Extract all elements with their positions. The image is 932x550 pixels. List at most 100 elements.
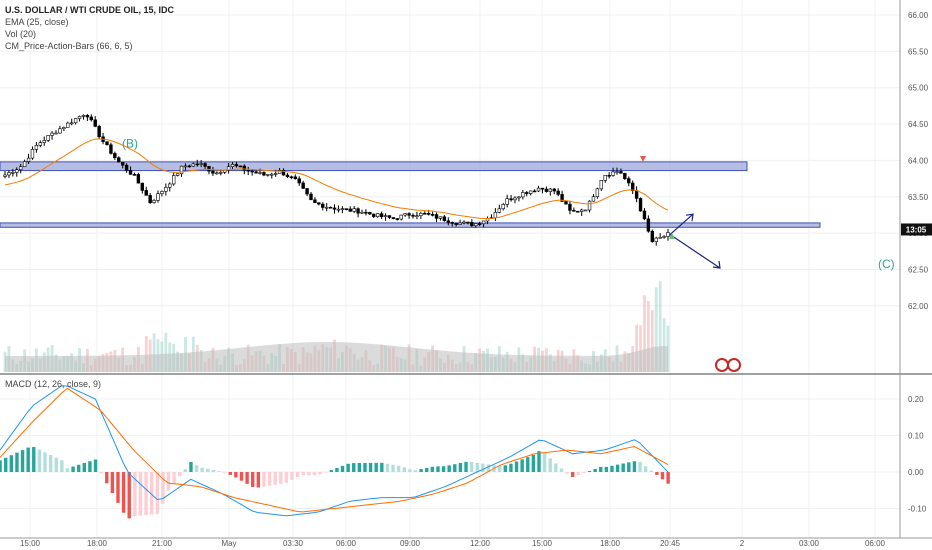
candle-body [654, 237, 658, 242]
candle-body [368, 212, 372, 215]
volume-bar [164, 332, 168, 372]
y-tick-label-1: 65.50 [908, 47, 929, 56]
macd-histogram-bar [105, 472, 109, 484]
candle-body [128, 170, 133, 175]
candle-body [54, 132, 58, 135]
candle [289, 175, 294, 180]
candle-body [324, 206, 329, 209]
candle [62, 126, 66, 132]
macd-histogram-bar [323, 472, 328, 473]
macd-histogram-bar [458, 463, 463, 472]
candle [387, 215, 392, 220]
candle [497, 204, 502, 214]
candle [73, 118, 78, 125]
macd-histogram-bar [340, 465, 345, 472]
macd-histogram-bar [138, 472, 143, 516]
volume-bar [662, 318, 666, 372]
candle-body [383, 215, 388, 217]
candle-body [525, 192, 529, 194]
candle-body [183, 165, 188, 168]
candle [528, 190, 533, 196]
macd-histogram-bar [419, 469, 423, 472]
macd-histogram-bar [481, 463, 485, 472]
candle-body [273, 173, 278, 175]
macd-histogram-bar [4, 457, 8, 472]
candle [81, 114, 86, 120]
macd-histogram-bar [464, 461, 468, 472]
candle [168, 182, 172, 192]
symbol-title: U.S. DOLLAR / WTI CRUDE OIL, 15, IDC [5, 5, 175, 15]
candle-body [517, 196, 521, 199]
candle [548, 187, 553, 196]
candle [97, 124, 101, 139]
macd-histogram-bar [279, 472, 283, 484]
candle [654, 236, 658, 246]
candle-body [297, 178, 301, 184]
candle-body [160, 191, 164, 194]
candle [407, 212, 411, 219]
macd-histogram-bar [127, 472, 131, 519]
candle-body [77, 116, 82, 119]
candle-body [595, 188, 600, 197]
macd-histogram-bar [391, 464, 395, 472]
macd-histogram-bar [346, 463, 350, 472]
candle-body [332, 207, 337, 210]
candle [324, 203, 329, 212]
candle [642, 208, 647, 221]
candle-body [222, 170, 227, 173]
candle [525, 190, 529, 197]
candle [332, 204, 337, 214]
volume-bar [658, 281, 662, 372]
candle-body [544, 188, 549, 192]
candle [46, 135, 50, 143]
candle [379, 211, 384, 220]
macd-histogram-bar [368, 462, 373, 472]
candle-body [615, 171, 619, 173]
macd-histogram-bar [363, 462, 367, 472]
candle-body [195, 163, 199, 166]
candle-body [372, 213, 376, 217]
candle-body [238, 165, 243, 168]
volume-bar [639, 325, 642, 372]
candle [540, 187, 545, 194]
indicator-price-action-bars: CM_Price-Action-Bars (66, 6, 5) [5, 41, 133, 51]
candle-body [662, 236, 666, 238]
candle-body [219, 171, 223, 174]
macd-histogram-bar [570, 472, 575, 478]
macd-histogram-bar [380, 462, 384, 472]
candle [662, 235, 666, 239]
macd-histogram-bar [425, 467, 429, 472]
macd-histogram-bar [245, 472, 249, 484]
candle [411, 213, 415, 219]
candle [160, 190, 164, 197]
candle-body [66, 122, 70, 128]
candle-body [430, 214, 435, 216]
candle [58, 125, 62, 134]
candle-body [42, 140, 46, 143]
macd-histogram-bar [54, 457, 58, 472]
macd-histogram-bar [37, 449, 42, 472]
macd-histogram-bar [9, 455, 14, 472]
macd-histogram-bar [537, 451, 541, 472]
macd-histogram-bar [615, 464, 620, 472]
candle-body [642, 210, 647, 220]
macd-histogram-bar [436, 466, 440, 472]
candle-body [105, 141, 109, 146]
candle-body [611, 171, 615, 176]
candle [3, 171, 7, 179]
candle-body [556, 190, 560, 195]
candle [603, 174, 607, 183]
candle [109, 142, 113, 155]
candle-body [364, 211, 368, 214]
candle-body [328, 206, 333, 209]
macd-histogram-bar [206, 468, 210, 472]
volume-bar [152, 333, 156, 372]
candle [595, 187, 600, 199]
candle [246, 166, 250, 176]
candle-body [309, 193, 313, 201]
candle-body [434, 214, 439, 219]
candle [18, 163, 23, 174]
candle [399, 214, 403, 221]
candle [175, 173, 180, 177]
